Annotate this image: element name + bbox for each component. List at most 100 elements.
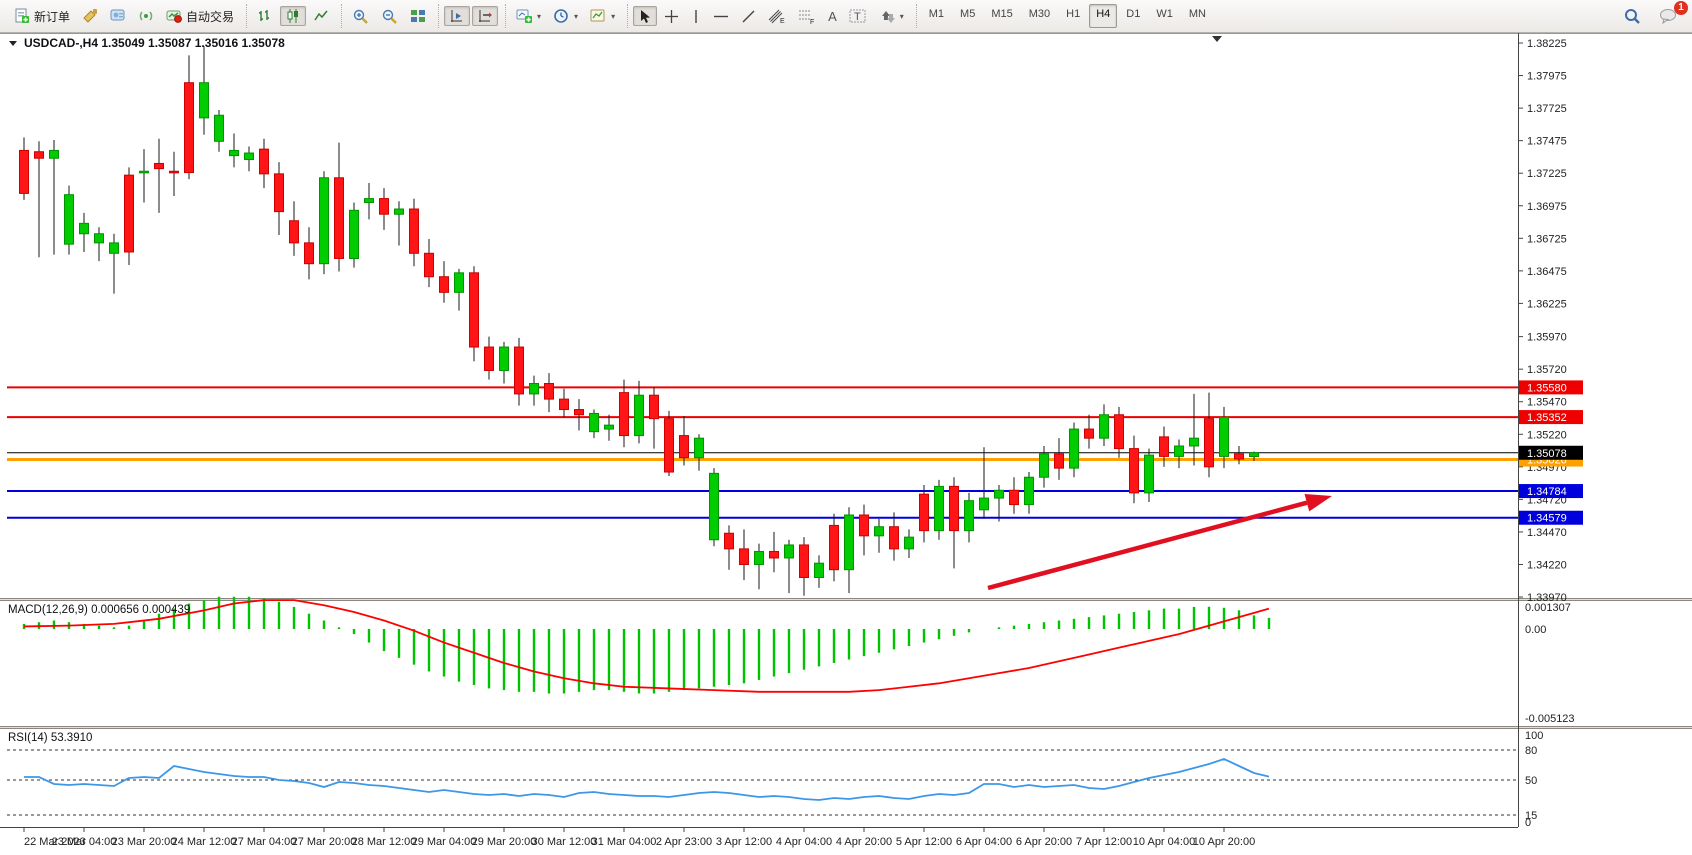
candle[interactable] <box>1159 436 1169 457</box>
candle[interactable] <box>1024 476 1034 506</box>
candle[interactable] <box>679 435 689 459</box>
channel-tool-button[interactable]: E <box>763 6 791 26</box>
tf-w1-button[interactable]: W1 <box>1156 8 1173 20</box>
candle[interactable] <box>544 382 554 400</box>
chart-menu-arrow-icon[interactable] <box>1212 36 1222 42</box>
candle[interactable] <box>64 194 74 245</box>
panel-separator[interactable] <box>0 726 1692 729</box>
tf-m15-button[interactable]: M15 <box>991 8 1013 20</box>
tf-m30-button[interactable]: M30 <box>1028 8 1051 20</box>
usdcad-h4-chart-canvas[interactable]: 1.38225 1.37975 1.37725 1.37475 1.37225 1.369… <box>0 33 1692 855</box>
tf-mn-button[interactable]: MN <box>1188 8 1206 20</box>
text-tool-button[interactable]: A <box>823 6 842 26</box>
candle[interactable] <box>484 346 494 371</box>
zoom-out-button[interactable] <box>376 6 403 26</box>
candle[interactable] <box>514 346 524 395</box>
candle[interactable] <box>1234 453 1244 460</box>
vline-tool-button[interactable] <box>686 6 706 26</box>
candle[interactable] <box>634 394 644 437</box>
candle[interactable] <box>904 536 914 550</box>
search-button[interactable] <box>1618 6 1646 26</box>
candle[interactable] <box>844 514 854 571</box>
candle[interactable] <box>244 152 254 161</box>
rsi-panel[interactable]: RSI(14) 53.3910 100 80 50 150 <box>7 730 1543 829</box>
tf-h1-button[interactable]: H1 <box>1066 8 1081 20</box>
candle[interactable] <box>199 82 209 119</box>
templates-button[interactable]: ▾ <box>585 6 620 26</box>
candle[interactable] <box>964 500 974 532</box>
candle[interactable] <box>889 526 899 550</box>
fibonacci-tool-button[interactable]: F <box>793 6 821 26</box>
candle[interactable] <box>229 149 239 157</box>
tile-windows-button[interactable] <box>405 6 431 26</box>
candle[interactable] <box>184 82 194 174</box>
candle[interactable] <box>559 398 569 411</box>
candle[interactable] <box>1189 437 1199 447</box>
candle[interactable] <box>754 550 764 565</box>
candle[interactable] <box>724 532 734 550</box>
periods-button[interactable]: ▾ <box>548 6 583 26</box>
candle[interactable] <box>934 485 944 532</box>
candle[interactable] <box>1204 418 1214 468</box>
candle[interactable] <box>874 526 884 537</box>
candle[interactable] <box>19 149 29 194</box>
candle[interactable] <box>79 222 89 235</box>
candle[interactable] <box>784 544 794 559</box>
candle[interactable] <box>814 562 824 579</box>
signals-button[interactable] <box>133 6 159 26</box>
horizontal-level-lines[interactable]: 1.355801.353521.350261.347841.345791.350… <box>7 380 1583 525</box>
candlestick-chart-button[interactable] <box>280 6 307 26</box>
candle[interactable] <box>499 346 509 371</box>
candle[interactable] <box>529 382 539 395</box>
candle[interactable] <box>919 493 929 532</box>
market-watch-button[interactable] <box>77 6 103 26</box>
candle[interactable] <box>949 485 959 532</box>
trendline-tool-button[interactable] <box>736 6 761 26</box>
candle[interactable] <box>304 242 314 265</box>
candle[interactable] <box>214 114 224 142</box>
candle[interactable] <box>124 174 134 253</box>
candle[interactable] <box>1039 453 1049 478</box>
candle[interactable] <box>589 412 599 433</box>
candle[interactable] <box>574 409 584 416</box>
label-tool-button[interactable]: T <box>844 6 872 26</box>
candle[interactable] <box>694 437 704 459</box>
candle[interactable] <box>1219 416 1229 457</box>
candle[interactable] <box>1054 453 1064 469</box>
candle[interactable] <box>349 209 359 259</box>
candle[interactable] <box>94 233 104 244</box>
line-chart-button[interactable] <box>308 6 334 26</box>
bar-chart-button[interactable] <box>252 6 278 26</box>
candle[interactable] <box>1009 489 1019 506</box>
candle[interactable] <box>169 170 179 174</box>
candle[interactable] <box>709 472 719 541</box>
candle[interactable] <box>604 424 614 430</box>
candle[interactable] <box>289 220 299 244</box>
chart-shift-button[interactable] <box>472 6 499 26</box>
macd-panel[interactable]: MACD(12,26,9) 0.000656 0.000439 0.001307 0… <box>8 596 1575 725</box>
candle[interactable] <box>319 177 329 265</box>
indicators-button[interactable]: ▾ <box>511 6 546 26</box>
candle[interactable] <box>859 514 869 537</box>
zoom-in-button[interactable] <box>347 6 374 26</box>
cursor-tool-button[interactable] <box>633 6 658 26</box>
candle[interactable] <box>979 497 989 511</box>
candle[interactable] <box>409 208 419 254</box>
auto-scroll-button[interactable] <box>444 6 471 26</box>
symbol-dropdown-icon[interactable] <box>9 41 17 46</box>
arrows-tool-button[interactable]: ▾ <box>874 6 909 26</box>
notifications-button[interactable]: 1 <box>1654 1 1688 26</box>
candle[interactable] <box>49 149 59 159</box>
hline-tool-button[interactable] <box>708 6 734 26</box>
tf-m5-button[interactable]: M5 <box>960 8 976 20</box>
candle[interactable] <box>799 544 809 579</box>
candle[interactable] <box>739 548 749 565</box>
candle[interactable] <box>454 272 464 293</box>
candle[interactable] <box>1069 428 1079 469</box>
candle[interactable] <box>109 242 119 254</box>
candle[interactable] <box>619 392 629 437</box>
candle[interactable] <box>364 198 374 204</box>
candle[interactable] <box>1084 428 1094 439</box>
candle[interactable] <box>469 272 479 348</box>
crosshair-tool-button[interactable] <box>659 6 684 26</box>
